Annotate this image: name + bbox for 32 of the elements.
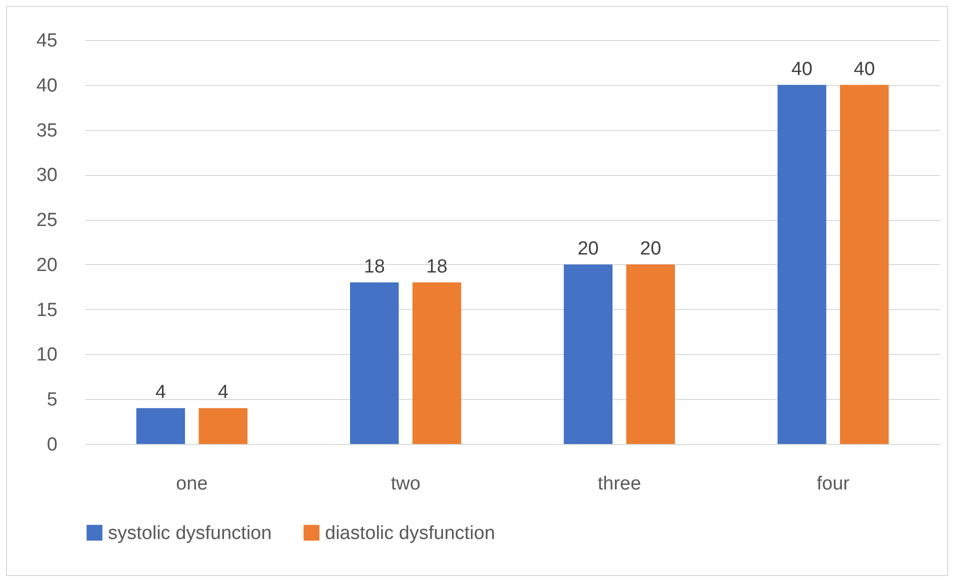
bar: [136, 408, 186, 444]
bar: [626, 264, 675, 444]
y-tick-label: 0: [46, 434, 58, 456]
legend-label: diastolic dysfunction: [325, 522, 496, 544]
bar: [778, 84, 826, 444]
y-tick-label: 20: [36, 254, 58, 276]
y-tick-label: 25: [36, 210, 58, 232]
data-label: 4: [155, 382, 166, 404]
x-tick-label: three: [598, 474, 642, 494]
y-tick-label: 10: [36, 344, 58, 366]
bar: [350, 282, 399, 444]
data-label: 18: [364, 256, 385, 278]
data-label: 40: [854, 58, 875, 80]
legend-label: systolic dysfunction: [108, 522, 272, 544]
y-tick-label: 15: [36, 300, 58, 321]
y-tick-label: 40: [36, 75, 58, 96]
data-label: 4: [218, 382, 229, 404]
x-tick-label: four: [816, 474, 850, 494]
bar: [198, 408, 248, 444]
data-label: 20: [640, 238, 662, 260]
bar: [412, 282, 462, 444]
y-tick-label: 5: [46, 390, 58, 411]
data-label: 20: [578, 238, 599, 260]
y-tick-label: 45: [36, 30, 58, 52]
data-label: 40: [791, 58, 812, 80]
bar: [840, 84, 889, 444]
y-tick-label: 35: [36, 120, 58, 142]
x-tick-label: two: [390, 474, 420, 494]
bar: [564, 264, 613, 444]
y-tick-label: 30: [36, 165, 58, 186]
x-tick-label: one: [176, 474, 208, 494]
data-label: 18: [426, 256, 448, 278]
